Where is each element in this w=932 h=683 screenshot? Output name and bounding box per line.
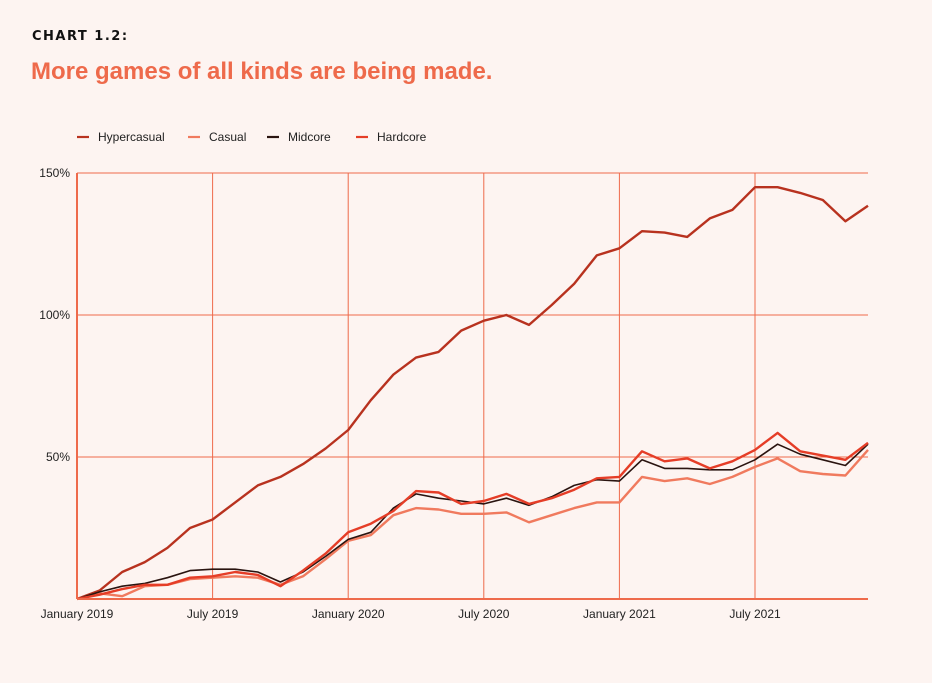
series-line-casual (76, 449, 869, 601)
y-tick-label: 100% (39, 308, 70, 322)
x-tick-label: July 2021 (729, 607, 781, 621)
y-tick-label: 150% (39, 166, 70, 180)
legend-label: Hardcore (377, 130, 427, 144)
series-line-hypercasual (76, 185, 869, 601)
legend-label: Casual (209, 130, 246, 144)
chart-label: CHART 1.2: (32, 29, 129, 44)
x-tick-label: January 2021 (583, 607, 656, 621)
grid-layer (77, 172, 868, 599)
series-layer (76, 185, 869, 601)
y-tick-label: 50% (46, 450, 70, 464)
legend-label: Midcore (288, 130, 331, 144)
x-tick-label: July 2020 (458, 607, 510, 621)
axis-layer: 50% 100% 150% January 2019 July 2019 January … (39, 166, 868, 621)
series-line-midcore (76, 443, 869, 600)
x-tick-label: July 2019 (187, 607, 239, 621)
series-line-hardcore (76, 431, 869, 601)
legend: Hypercasual Casual Midcore Hardcore (77, 130, 427, 144)
x-tick-label: January 2020 (312, 607, 385, 621)
legend-label: Hypercasual (98, 130, 165, 144)
x-tick-label: January 2019 (41, 607, 114, 621)
chart-title: More games of all kinds are being made. (31, 58, 493, 85)
